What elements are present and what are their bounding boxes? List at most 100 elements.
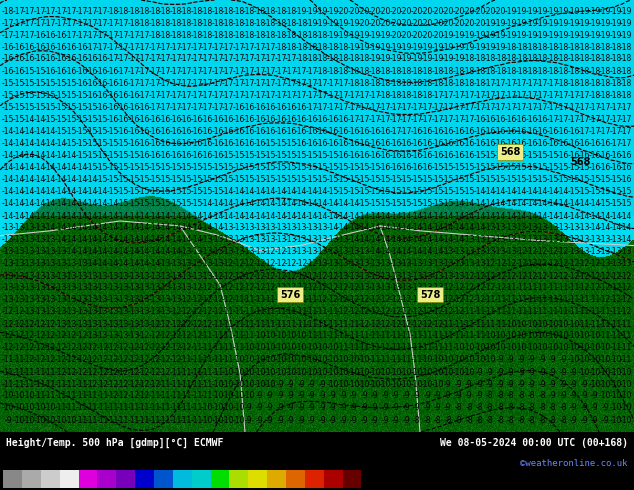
Text: -17: -17 <box>567 91 580 100</box>
Text: -12: -12 <box>65 368 77 377</box>
Text: -14: -14 <box>23 212 35 220</box>
Text: -12: -12 <box>253 259 266 268</box>
Text: -14: -14 <box>547 212 559 220</box>
Text: -12: -12 <box>159 319 171 329</box>
Text: -10: -10 <box>44 416 56 425</box>
Bar <box>286 470 305 488</box>
Text: -9: -9 <box>559 355 567 364</box>
Text: -10: -10 <box>337 355 349 364</box>
Text: -17: -17 <box>547 102 559 112</box>
Text: -15: -15 <box>2 79 14 88</box>
Text: -11: -11 <box>306 295 318 304</box>
Text: -17: -17 <box>609 139 622 148</box>
Text: -10: -10 <box>306 368 318 377</box>
Text: -14: -14 <box>75 199 87 208</box>
Text: -14: -14 <box>295 199 307 208</box>
Text: -8: -8 <box>455 416 462 425</box>
Text: -11: -11 <box>180 403 192 412</box>
Text: -11: -11 <box>327 331 339 341</box>
Text: -15: -15 <box>65 127 77 136</box>
Text: -13: -13 <box>33 259 46 268</box>
Text: -12: -12 <box>201 319 213 329</box>
Text: -18: -18 <box>222 7 234 16</box>
Text: -8: -8 <box>549 403 557 412</box>
Text: -12: -12 <box>463 295 475 304</box>
Text: -13: -13 <box>211 259 224 268</box>
Text: -13: -13 <box>117 307 129 316</box>
Text: -14: -14 <box>400 212 412 220</box>
Text: -15: -15 <box>620 187 632 196</box>
Text: -17: -17 <box>243 79 255 88</box>
Text: -19: -19 <box>358 31 370 40</box>
Text: -19: -19 <box>368 43 381 51</box>
Text: -17: -17 <box>463 102 475 112</box>
Text: -15: -15 <box>264 139 276 148</box>
Text: -18: -18 <box>515 43 527 51</box>
Text: -14: -14 <box>421 247 433 256</box>
Text: -11: -11 <box>473 331 486 341</box>
Bar <box>342 470 361 488</box>
Text: -12: -12 <box>368 295 381 304</box>
Text: -10: -10 <box>306 355 318 364</box>
Text: -14: -14 <box>463 212 475 220</box>
Text: -20: -20 <box>379 19 391 28</box>
Text: -8: -8 <box>517 392 525 400</box>
Text: -14: -14 <box>107 199 119 208</box>
Text: -13: -13 <box>33 235 46 244</box>
Text: -13: -13 <box>253 223 266 232</box>
Text: -9: -9 <box>580 403 588 412</box>
Text: -15: -15 <box>75 127 87 136</box>
Text: -17: -17 <box>557 115 569 124</box>
Text: -16: -16 <box>117 91 129 100</box>
Text: -11: -11 <box>211 319 224 329</box>
Text: -14: -14 <box>505 212 517 220</box>
Text: -14: -14 <box>347 212 360 220</box>
Text: -14: -14 <box>379 247 391 256</box>
Text: -18: -18 <box>379 79 391 88</box>
Text: -11: -11 <box>148 416 161 425</box>
Text: -14: -14 <box>452 199 465 208</box>
Text: -20: -20 <box>452 19 465 28</box>
Text: -14: -14 <box>264 199 276 208</box>
Text: -14: -14 <box>2 127 14 136</box>
Text: -10: -10 <box>473 355 486 364</box>
Text: -12: -12 <box>190 319 203 329</box>
Text: -12: -12 <box>169 319 182 329</box>
Text: -16: -16 <box>295 139 307 148</box>
Text: -15: -15 <box>484 175 496 184</box>
Text: -14: -14 <box>211 212 224 220</box>
Text: -14: -14 <box>463 223 475 232</box>
Text: -13: -13 <box>620 247 632 256</box>
Text: -16: -16 <box>285 127 297 136</box>
Text: -16: -16 <box>557 151 569 160</box>
Text: -11: -11 <box>316 307 328 316</box>
Text: -16: -16 <box>389 164 402 172</box>
Text: -16: -16 <box>75 79 87 88</box>
Text: -14: -14 <box>127 259 140 268</box>
Text: -13: -13 <box>12 295 25 304</box>
Text: -14: -14 <box>536 187 548 196</box>
Text: -13: -13 <box>127 295 140 304</box>
Text: -10: -10 <box>316 368 328 377</box>
Text: -14: -14 <box>65 175 77 184</box>
Text: -15: -15 <box>274 175 287 184</box>
Text: -17: -17 <box>96 19 108 28</box>
Text: -8: -8 <box>538 392 546 400</box>
Text: -9: -9 <box>350 392 358 400</box>
Text: -10: -10 <box>484 355 496 364</box>
Text: -15: -15 <box>557 164 569 172</box>
Text: -13: -13 <box>86 295 98 304</box>
Text: -14: -14 <box>2 187 14 196</box>
Text: -11: -11 <box>211 343 224 352</box>
Text: -12: -12 <box>127 355 140 364</box>
Text: -12: -12 <box>55 368 67 377</box>
Text: -12: -12 <box>138 380 150 389</box>
Text: -17: -17 <box>368 102 381 112</box>
Text: -14: -14 <box>547 199 559 208</box>
Text: -16: -16 <box>148 151 161 160</box>
Text: -12: -12 <box>389 319 402 329</box>
Text: -9: -9 <box>570 416 578 425</box>
Text: -9: -9 <box>444 380 452 389</box>
Text: -15: -15 <box>148 175 161 184</box>
Text: -12: -12 <box>515 271 527 280</box>
